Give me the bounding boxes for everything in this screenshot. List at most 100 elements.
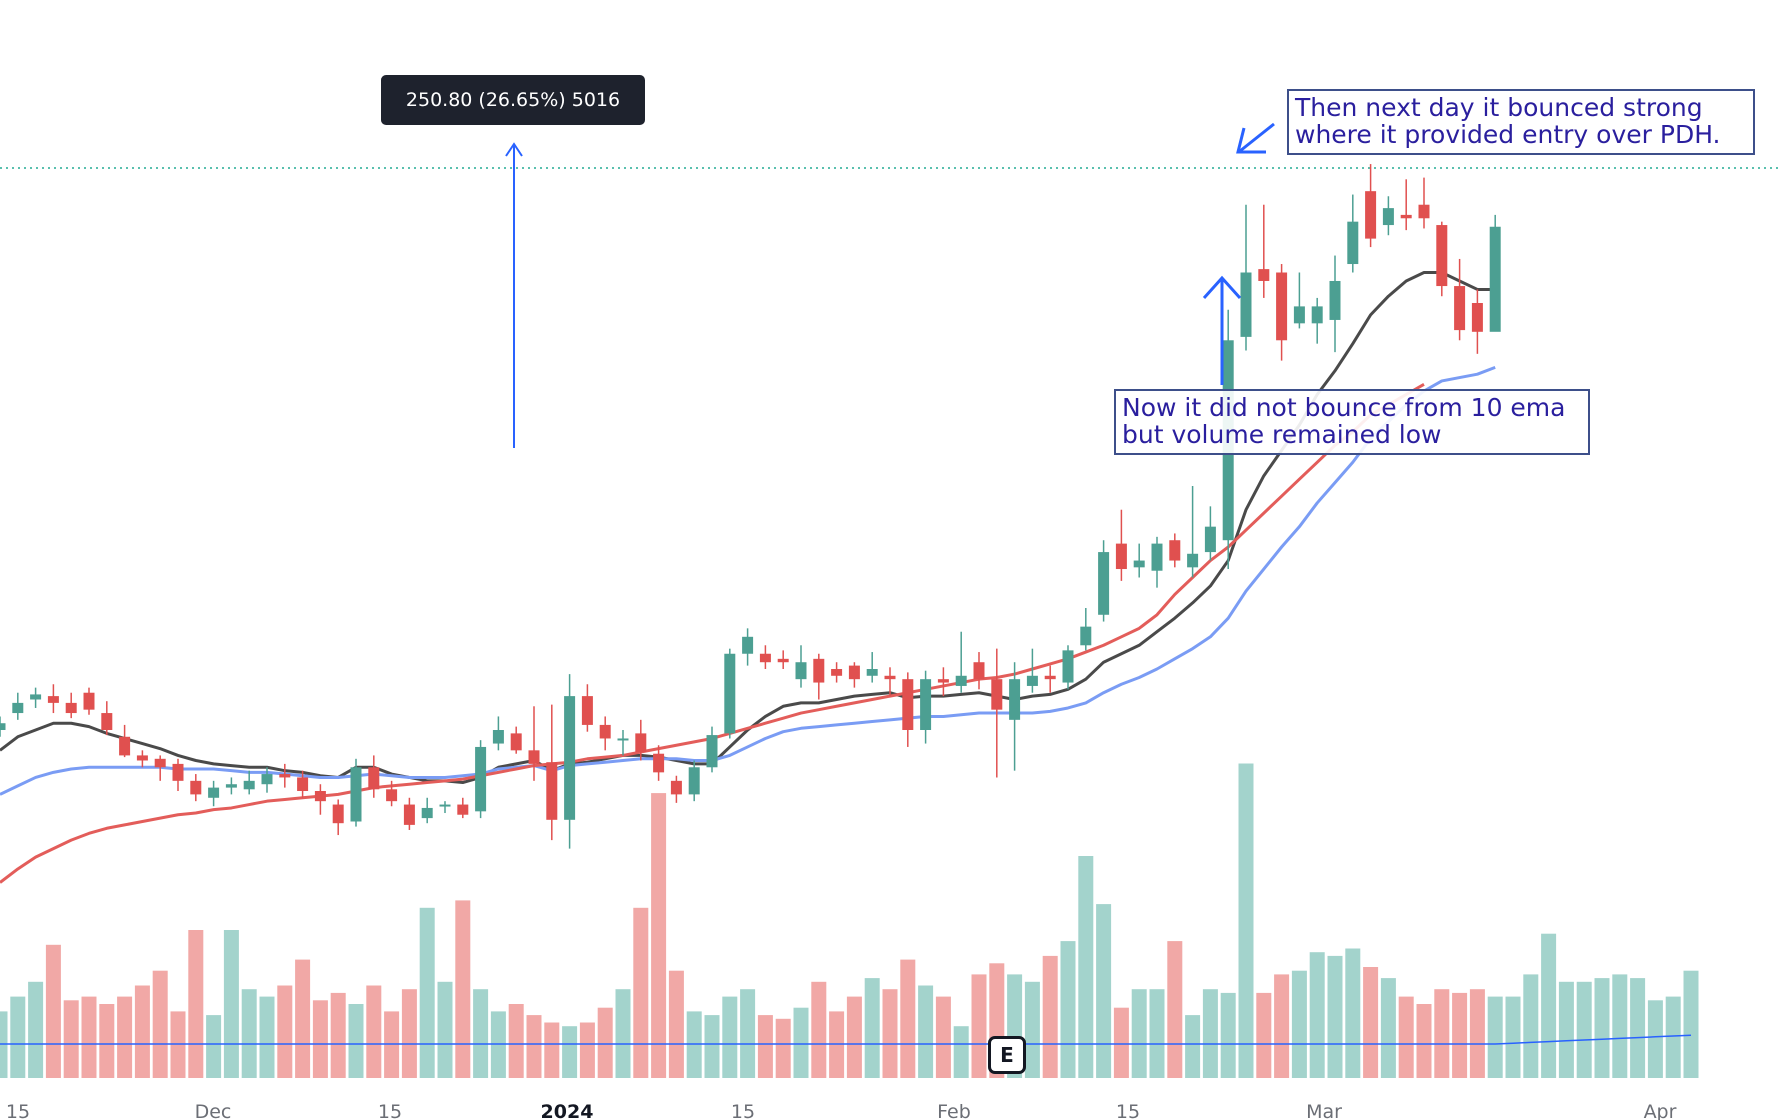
candle: [47, 684, 59, 714]
candle: [635, 719, 647, 761]
candle: [955, 631, 967, 693]
volume-bar: [775, 1018, 791, 1078]
candle: [1400, 179, 1412, 231]
earnings-marker[interactable]: E: [988, 1036, 1026, 1074]
candle: [902, 672, 914, 747]
candle: [1026, 648, 1038, 693]
volume-bar: [1309, 952, 1325, 1078]
x-axis: 15 Dec 15 2024 15 Feb 15 Mar Apr: [6, 1101, 1677, 1120]
volume-bar: [241, 989, 257, 1078]
volume-bar: [206, 1015, 222, 1078]
candle-body: [101, 713, 113, 730]
candle-body: [314, 791, 326, 802]
candle: [190, 774, 202, 802]
candle-body: [403, 804, 415, 825]
candle: [1098, 540, 1110, 622]
candle: [261, 767, 273, 793]
candle-body: [0, 723, 6, 730]
candle-body: [225, 784, 237, 788]
candle-body: [617, 738, 629, 741]
volume-bar: [811, 981, 827, 1078]
candle-body: [279, 774, 291, 778]
volume-bar: [1452, 992, 1468, 1078]
candle: [297, 770, 309, 798]
volume-bar: [882, 989, 898, 1078]
volume-bar: [10, 996, 26, 1078]
volume-bar: [704, 1015, 720, 1078]
candle: [1044, 665, 1056, 693]
candle-body: [154, 758, 166, 768]
candle: [848, 662, 860, 688]
candle-body: [421, 807, 433, 819]
volume-bar: [366, 985, 382, 1078]
volume-bar: [846, 996, 862, 1078]
volume-bar: [633, 907, 649, 1078]
candle: [777, 650, 789, 669]
annotation-arrow-top-head: [1236, 127, 1266, 154]
volume-bar: [1078, 856, 1094, 1078]
volume-bar: [953, 1026, 969, 1078]
candle: [866, 652, 878, 683]
volume-bar: [1024, 981, 1040, 1078]
volume-bar: [277, 985, 293, 1078]
candle: [546, 704, 558, 841]
candle: [421, 797, 433, 824]
candle-body: [1044, 675, 1056, 680]
candle: [1489, 214, 1501, 332]
candle: [119, 724, 131, 758]
candle-body: [208, 787, 220, 798]
volume-bar: [1487, 996, 1503, 1078]
volume-bar: [1274, 974, 1290, 1078]
candle: [670, 775, 682, 803]
x-axis-tick-label: Dec: [195, 1101, 232, 1120]
candle-body: [47, 696, 59, 703]
volume-bar: [1220, 992, 1236, 1078]
annotation-line: Then next day it bounced strong: [1295, 93, 1703, 122]
candle: [439, 801, 451, 814]
candle: [1187, 486, 1199, 578]
candle: [1347, 194, 1359, 273]
candle: [1365, 164, 1377, 248]
volume-bar: [419, 907, 435, 1078]
x-axis-tick-label: 2024: [541, 1101, 594, 1120]
volume-bar: [1505, 996, 1521, 1078]
candle-body: [1382, 208, 1394, 226]
annotation-line: where it provided entry over PDH.: [1295, 120, 1721, 149]
candle-body: [546, 762, 558, 820]
volume-bar: [1630, 978, 1646, 1078]
volume-bar: [1060, 941, 1076, 1078]
x-axis-tick-label: 15: [731, 1101, 755, 1120]
volume-bar: [1434, 989, 1450, 1078]
candle-body: [190, 780, 202, 795]
candle: [30, 687, 42, 708]
volume-bar: [223, 930, 239, 1078]
volume-bar: [1363, 967, 1379, 1078]
volume-bar: [1665, 996, 1681, 1078]
candle-body: [581, 696, 593, 725]
volume-bar: [134, 985, 150, 1078]
candle: [795, 645, 807, 688]
volume-bar: [455, 900, 471, 1078]
candle-body: [83, 692, 95, 710]
volume-bar: [526, 1015, 542, 1078]
candle: [65, 692, 77, 719]
candle-body: [1204, 526, 1216, 553]
candle: [1133, 543, 1145, 578]
volume-bar: [348, 1004, 364, 1078]
candle: [314, 784, 326, 815]
candle: [724, 648, 736, 739]
volume-bar: [722, 996, 738, 1078]
moving-average-lines: [0, 271, 1496, 884]
candle: [937, 667, 949, 697]
candle: [831, 662, 843, 683]
candle: [617, 730, 629, 756]
candle-body: [777, 658, 789, 663]
candle-body: [1400, 214, 1412, 219]
candle: [510, 726, 522, 754]
volume-bar: [1256, 992, 1272, 1078]
candle-body: [439, 804, 451, 807]
candle: [136, 750, 148, 768]
volume-bar: [1523, 974, 1539, 1078]
volume-average-line: [0, 1034, 1692, 1045]
